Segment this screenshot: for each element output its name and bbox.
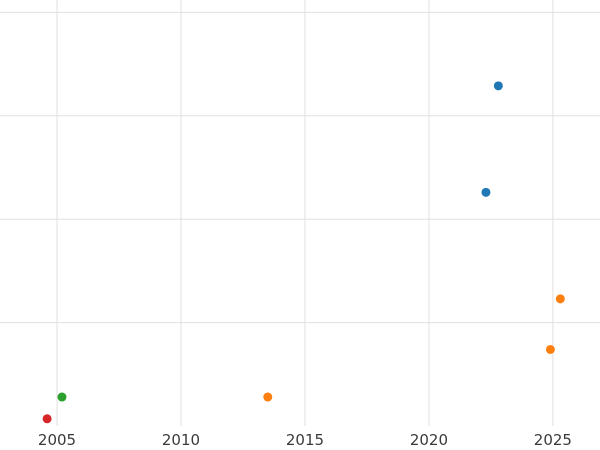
data-point-red-0 (42, 414, 52, 424)
x-tick-label: 2020 (410, 431, 448, 449)
x-tick-label: 2010 (162, 431, 200, 449)
data-point-orange-1 (545, 344, 555, 354)
x-tick-label: 2005 (38, 431, 76, 449)
x-tick-label: 2025 (534, 431, 572, 449)
data-point-orange-2 (263, 392, 273, 402)
x-tick-label: 2015 (286, 431, 324, 449)
data-point-green-0 (57, 392, 67, 402)
data-point-blue-1 (481, 187, 491, 197)
data-point-blue-0 (493, 81, 503, 91)
data-point-orange-0 (555, 294, 565, 304)
